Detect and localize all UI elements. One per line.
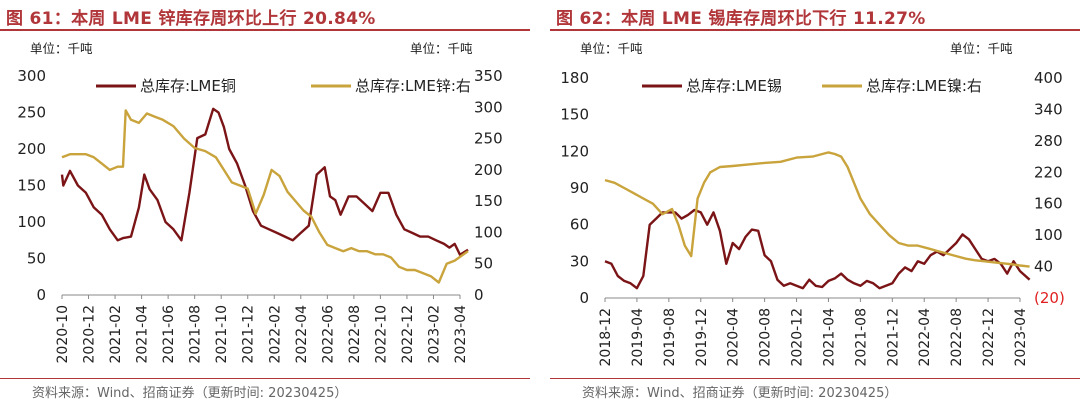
y-left-tick-label: 120 [560, 142, 589, 160]
x-tick-label: 2020-04 [726, 308, 742, 367]
y-right-tick-label: 340 [1034, 100, 1063, 118]
title-divider [550, 29, 1080, 31]
y-right-tick-label: 200 [474, 161, 503, 179]
x-tick-label: 2022-12 [981, 308, 997, 367]
x-tick-label: 2023-04 [453, 305, 469, 364]
x-tick-label: 2018-12 [598, 308, 614, 367]
x-tick-label: 2020-08 [758, 308, 774, 367]
y-right-tick-label: 50 [474, 255, 493, 273]
y-left-tick-label: 90 [570, 179, 589, 197]
x-tick-label: 2022-04 [917, 308, 933, 367]
chart-title: 图 61：本周 LME 锌库存周环比上行 20.84% [6, 9, 376, 29]
x-tick-label: 2022-08 [949, 308, 965, 367]
y-right-tick-label: 280 [1034, 132, 1063, 150]
y-left-tick-label: 180 [560, 69, 589, 87]
x-tick-label: 2021-04 [135, 305, 151, 364]
y-left-tick-label: 50 [27, 250, 46, 268]
footer-divider [550, 378, 1080, 379]
series-line-secondary [604, 151, 1030, 268]
y-left-tick-label: 200 [17, 140, 46, 158]
x-tick-label: 2022-08 [347, 305, 363, 364]
x-tick-label: 2021-02 [108, 305, 124, 364]
y-left-tick-label: 300 [17, 67, 46, 85]
left-axis-unit: 单位：千吨 [30, 41, 93, 56]
x-tick-label: 2019-12 [694, 308, 710, 367]
x-tick-label: 2021-08 [853, 308, 869, 367]
y-left-tick-label: 100 [17, 213, 46, 231]
x-tick-label: 2020-10 [55, 305, 71, 364]
x-tick-label: 2022-06 [320, 305, 336, 364]
x-tick-label: 2019-04 [630, 308, 646, 367]
x-tick-label: 2022-12 [400, 305, 416, 364]
y-right-tick-label: 160 [1034, 195, 1063, 213]
y-right-tick-label: 300 [474, 98, 503, 116]
y-right-tick-label: 0 [474, 286, 484, 304]
y-left-tick-label: 150 [560, 106, 589, 124]
x-tick-label: 2023-04 [1013, 308, 1029, 367]
y-left-tick-label: 150 [17, 177, 46, 195]
y-right-tick-label: 250 [474, 130, 503, 148]
chart-panel-tin: 图 62：本周 LME 锡库存周环比下行 11.27% 单位：千吨 单位：千吨 … [550, 0, 1080, 404]
series-line-primary [60, 107, 469, 257]
legend-label: 总库存:LME铜 [140, 77, 236, 95]
source-note: 资料来源：Wind、招商证券（更新时间: 20230425） [32, 386, 348, 401]
y-right-tick-label: 150 [474, 192, 503, 210]
y-left-tick-label: 60 [570, 216, 589, 234]
x-tick-label: 2021-12 [241, 305, 257, 364]
chart-svg: 0 50 100 150 200 250 300 0 50 100 150 200 250 300 350 2… [17, 67, 503, 364]
y-right-tick-label: 100 [474, 223, 503, 241]
left-axis-unit: 单位：千吨 [580, 41, 643, 56]
right-axis-unit: 单位：千吨 [410, 41, 473, 56]
x-tick-label: 2020-12 [82, 305, 98, 364]
x-tick-label: 2021-10 [214, 305, 230, 364]
right-axis-unit: 单位：千吨 [950, 41, 1013, 56]
x-tick-label: 2020-12 [790, 308, 806, 367]
x-tick-label: 2021-04 [821, 308, 837, 367]
source-note: 资料来源：Wind、招商证券（更新时间: 20230425） [582, 386, 898, 401]
y-right-tick-label: 350 [474, 67, 503, 85]
chart-panel-zinc: 图 61：本周 LME 锌库存周环比上行 20.84% 单位：千吨 单位：千吨 … [0, 0, 530, 404]
x-tick-label: 2022-10 [373, 305, 389, 364]
x-tick-label: 2021-12 [885, 308, 901, 367]
legend-label: 总库存:LME锡 [686, 77, 782, 95]
legend-label: 总库存:LME镍:右 [866, 77, 982, 95]
x-tick-label: 2022-04 [294, 305, 310, 364]
y-right-tick-label: 100 [1034, 226, 1063, 244]
y-left-tick-label: 30 [570, 252, 589, 270]
series-line-secondary [61, 109, 469, 284]
y-left-tick-label: 250 [17, 104, 46, 122]
legend-label: 总库存:LME锌:右 [355, 77, 471, 95]
chart-title: 图 62：本周 LME 锡库存周环比下行 11.27% [556, 9, 926, 29]
x-tick-label: 2023-02 [426, 305, 442, 364]
x-tick-label: 2022-02 [267, 305, 283, 364]
x-tick-label: 2019-08 [662, 308, 678, 367]
title-divider [0, 29, 530, 31]
y-right-tick-label: 220 [1034, 163, 1063, 181]
y-left-tick-label: 0 [579, 289, 589, 307]
x-tick-label: 2021-08 [188, 305, 204, 364]
series-line-primary [604, 208, 1031, 290]
y-right-tick-label: (20) [1034, 289, 1065, 307]
chart-svg: 0 30 60 90 120 150 180 (20) 40 100 160 220 280 340 400… [560, 69, 1065, 367]
y-left-tick-label: 0 [36, 286, 46, 304]
y-right-tick-label: 400 [1034, 69, 1063, 87]
y-right-tick-label: 40 [1034, 258, 1053, 276]
footer-divider [0, 378, 530, 379]
x-tick-label: 2021-06 [161, 305, 177, 364]
